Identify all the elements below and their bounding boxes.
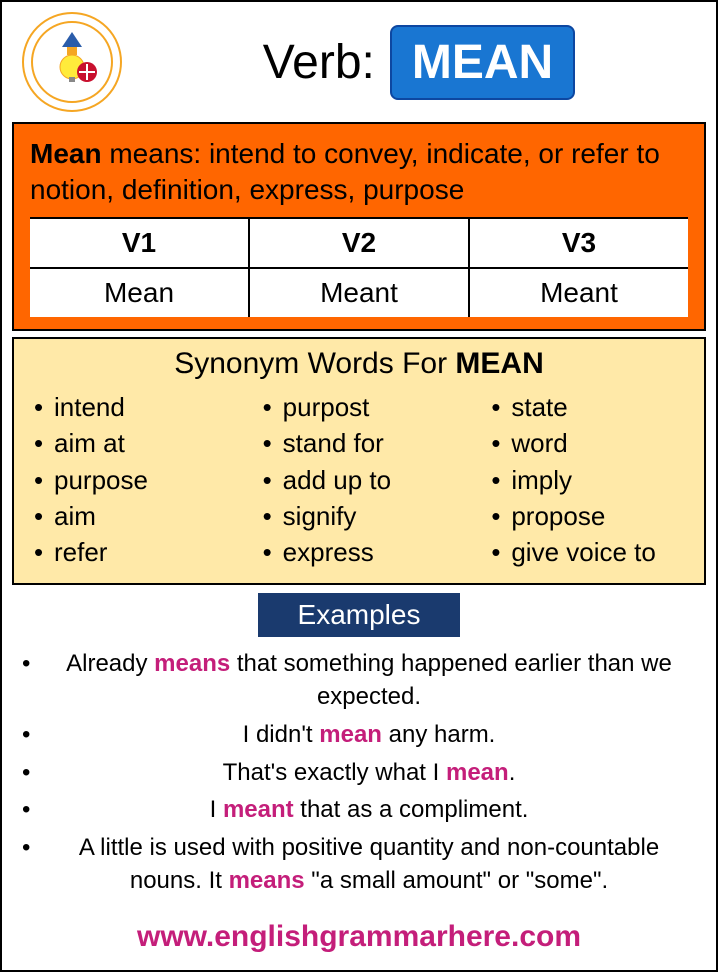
definition-box: Mean means: intend to convey, indicate, … [12, 122, 706, 331]
verb-value-3: Meant [470, 269, 688, 317]
synonym-item: stand for [263, 425, 464, 461]
example-item: A little is used with positive quantity … [22, 829, 696, 900]
verb-header-3: V3 [470, 219, 688, 269]
synonym-item: imply [491, 462, 692, 498]
verb-col-1: V1 Mean [30, 219, 250, 317]
example-item: I didn't mean any harm. [22, 716, 696, 754]
synonym-item: intend [34, 389, 235, 425]
verb-header-2: V2 [250, 219, 468, 269]
example-item: That's exactly what I mean. [22, 754, 696, 792]
synonym-item: aim at [34, 425, 235, 461]
synonym-title-prefix: Synonym Words For [174, 347, 455, 380]
synonym-item: add up to [263, 462, 464, 498]
synonym-col-1: intendaim atpurposeaimrefer [26, 389, 235, 571]
logo [22, 12, 122, 112]
definition-body: means: intend to convey, indicate, or re… [30, 138, 660, 205]
logo-icon [27, 17, 117, 107]
synonym-item: give voice to [491, 534, 692, 570]
footer-url: www.englishgrammarhere.com [2, 912, 716, 970]
definition-text: Mean means: intend to convey, indicate, … [30, 136, 688, 209]
synonym-item: aim [34, 498, 235, 534]
examples-list: Already means that something happened ea… [2, 637, 716, 912]
synonym-item: signify [263, 498, 464, 534]
verb-table: V1 Mean V2 Meant V3 Meant [30, 217, 688, 317]
main-container: Verb: MEAN Mean means: intend to convey,… [0, 0, 718, 972]
synonym-title: Synonym Words For MEAN [26, 347, 692, 381]
verb-value-2: Meant [250, 269, 468, 317]
synonym-item: refer [34, 534, 235, 570]
header-text: Verb: MEAN [142, 25, 696, 100]
synonym-item: propose [491, 498, 692, 534]
verb-col-3: V3 Meant [470, 219, 688, 317]
synonym-col-3: statewordimplyproposegive voice to [483, 389, 692, 571]
header-row: Verb: MEAN [2, 2, 716, 122]
synonym-col-2: purpoststand foradd up tosignifyexpress [255, 389, 464, 571]
synonym-title-word: MEAN [455, 347, 543, 380]
synonym-item: purpose [34, 462, 235, 498]
verb-badge: MEAN [390, 25, 575, 100]
synonym-item: express [263, 534, 464, 570]
example-item: Already means that something happened ea… [22, 645, 696, 716]
verb-col-2: V2 Meant [250, 219, 470, 317]
example-item: I meant that as a compliment. [22, 791, 696, 829]
verb-value-1: Mean [30, 269, 248, 317]
synonym-item: word [491, 425, 692, 461]
examples-header: Examples [258, 593, 461, 637]
synonym-item: state [491, 389, 692, 425]
synonym-item: purpost [263, 389, 464, 425]
verb-header-1: V1 [30, 219, 248, 269]
definition-bold: Mean [30, 138, 102, 169]
synonym-box: Synonym Words For MEAN intendaim atpurpo… [12, 337, 706, 585]
synonym-columns: intendaim atpurposeaimrefer purpoststand… [26, 389, 692, 571]
verb-label: Verb: [263, 35, 375, 90]
